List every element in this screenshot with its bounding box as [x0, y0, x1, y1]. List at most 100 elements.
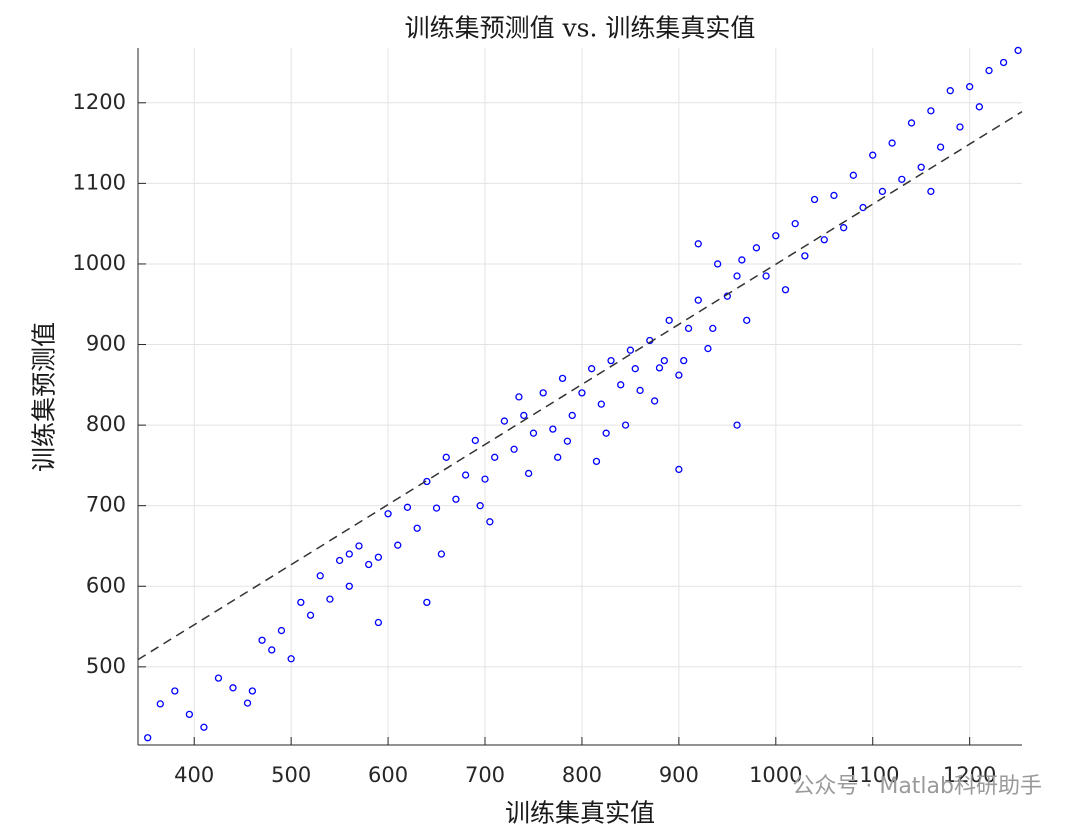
point: [481, 475, 489, 483]
point: [694, 296, 702, 304]
point: [869, 151, 877, 159]
point: [772, 232, 780, 240]
x-tick-label: 900: [659, 763, 699, 787]
point: [144, 734, 152, 742]
y-axis-label: 训练集预测值: [30, 322, 59, 472]
point: [345, 582, 353, 590]
point: [636, 386, 644, 395]
point: [650, 397, 659, 405]
point: [791, 220, 799, 228]
y-tick-label: 1100: [73, 170, 126, 194]
point: [888, 139, 896, 147]
point: [510, 445, 518, 453]
x-tick-label: 400: [174, 763, 214, 787]
point: [297, 598, 305, 607]
y-tick-label: 1000: [73, 251, 126, 275]
x-tick-label: 500: [271, 763, 311, 787]
point: [723, 292, 731, 300]
point: [607, 356, 615, 365]
point: [801, 252, 809, 260]
point: [743, 316, 751, 325]
point: [432, 504, 441, 512]
point: [966, 83, 974, 91]
point: [597, 400, 605, 408]
point: [243, 699, 252, 707]
point: [578, 389, 586, 397]
point: [694, 240, 702, 248]
point: [927, 187, 935, 196]
point: [268, 646, 276, 654]
point: [413, 524, 421, 532]
point: [549, 425, 557, 433]
watermark: 公众号 · Matlab科研助手: [792, 774, 1042, 799]
point: [680, 356, 688, 365]
x-tick-label: 1200: [943, 763, 996, 787]
point: [384, 510, 392, 518]
point: [200, 723, 208, 731]
point: [617, 381, 625, 389]
point: [660, 356, 668, 365]
x-tick-label: 700: [465, 763, 505, 787]
point: [956, 123, 964, 131]
point: [539, 389, 547, 397]
point: [355, 542, 363, 550]
point: [655, 364, 664, 372]
point: [524, 469, 533, 478]
point: [491, 453, 499, 461]
point: [975, 103, 984, 111]
point: [471, 436, 479, 445]
point: [500, 417, 509, 425]
point: [1014, 46, 1022, 55]
point: [520, 411, 528, 420]
point: [452, 495, 460, 503]
point: [248, 687, 257, 695]
point: [171, 687, 179, 695]
point: [631, 365, 639, 373]
point: [927, 107, 935, 115]
point: [907, 119, 916, 127]
point: [999, 58, 1008, 67]
point: [665, 316, 673, 325]
point: [476, 502, 484, 510]
point: [326, 595, 334, 603]
point: [229, 684, 237, 692]
point: [849, 171, 857, 179]
point: [277, 626, 286, 635]
y-tick-label: 800: [86, 412, 126, 436]
point: [316, 572, 324, 580]
point: [568, 411, 576, 420]
y-tick-label: 1200: [73, 90, 126, 114]
point: [781, 286, 790, 294]
point: [752, 244, 761, 252]
point: [946, 87, 954, 95]
point: [214, 674, 223, 682]
point: [675, 465, 683, 474]
point: [709, 324, 717, 333]
y-tick-label: 500: [86, 654, 126, 678]
x-tick-label: 600: [368, 763, 408, 787]
point: [258, 636, 266, 644]
point: [713, 260, 722, 268]
point: [602, 429, 610, 437]
point: [345, 550, 353, 558]
points: [144, 46, 1022, 742]
point: [587, 365, 596, 373]
point: [820, 236, 828, 244]
point: [515, 393, 523, 401]
point: [529, 429, 538, 437]
point: [704, 344, 712, 353]
point: [738, 256, 746, 264]
point: [287, 655, 295, 663]
point: [423, 477, 431, 486]
point: [985, 66, 993, 75]
x-tick-label: 800: [562, 763, 602, 787]
point: [335, 556, 344, 565]
y-tick-label: 600: [86, 573, 126, 597]
point: [675, 371, 683, 379]
point: [762, 272, 770, 280]
point: [306, 611, 315, 619]
point: [156, 700, 164, 708]
point: [621, 421, 630, 429]
point: [374, 618, 383, 627]
